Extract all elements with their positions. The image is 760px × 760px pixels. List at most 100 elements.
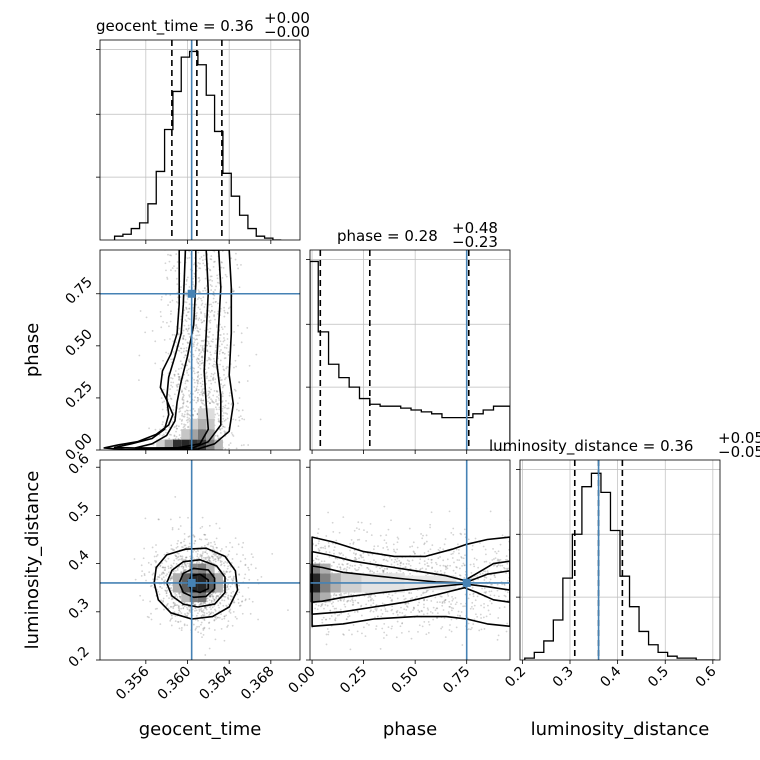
contour-luminosity-distance-vs-geocent-time-sample xyxy=(192,602,194,604)
contour-phase-vs-geocent-time-sample xyxy=(210,353,212,356)
contour-phase-vs-geocent-time-sample xyxy=(203,287,206,290)
contour-luminosity-distance-vs-phase-sample xyxy=(423,560,426,563)
contour-phase-vs-geocent-time-sample xyxy=(210,372,213,375)
contour-luminosity-distance-vs-phase-sample xyxy=(348,615,351,617)
contour-luminosity-distance-vs-phase-sample xyxy=(532,595,534,597)
contour-luminosity-distance-vs-phase-sample xyxy=(476,595,479,598)
contour-phase-vs-geocent-time-sample xyxy=(218,414,220,417)
contour-phase-vs-geocent-time-sample xyxy=(195,389,198,391)
contour-phase-vs-geocent-time-sample xyxy=(222,340,225,343)
contour-luminosity-distance-vs-geocent-time-sample xyxy=(228,571,231,573)
contour-luminosity-distance-vs-geocent-time-sample xyxy=(228,610,231,613)
contour-phase-vs-geocent-time-sample xyxy=(222,417,225,420)
contour-phase-vs-geocent-time-sample xyxy=(182,336,185,339)
contour-luminosity-distance-vs-geocent-time-sample xyxy=(220,613,222,616)
contour-phase-vs-geocent-time-sample xyxy=(216,274,219,277)
contour-luminosity-distance-vs-geocent-time-sample xyxy=(170,577,172,580)
contour-luminosity-distance-vs-phase-sample xyxy=(516,558,518,560)
contour-luminosity-distance-vs-phase-sample xyxy=(422,534,424,537)
contour-luminosity-distance-vs-phase-sample xyxy=(333,593,336,595)
contour-luminosity-distance-vs-phase-sample xyxy=(721,582,723,584)
contour-phase-vs-geocent-time-sample xyxy=(199,406,202,409)
contour-phase-vs-geocent-time-sample xyxy=(188,361,191,363)
contour-phase-vs-geocent-time-sample xyxy=(209,379,212,382)
contour-phase-vs-geocent-time-sample xyxy=(181,396,184,399)
contour-luminosity-distance-vs-geocent-time-sample xyxy=(188,609,191,611)
contour-luminosity-distance-vs-phase-sample xyxy=(525,570,527,572)
contour-phase-vs-geocent-time-sample xyxy=(223,369,226,372)
contour-luminosity-distance-vs-phase-sample xyxy=(330,602,333,605)
contour-phase-vs-geocent-time-sample xyxy=(187,311,190,313)
contour-luminosity-distance-vs-phase-sample xyxy=(421,610,423,613)
contour-luminosity-distance-vs-geocent-time-sample xyxy=(160,599,163,602)
contour-luminosity-distance-vs-geocent-time-sample xyxy=(164,566,166,569)
contour-phase-vs-geocent-time-sample xyxy=(173,373,176,376)
contour-luminosity-distance-vs-phase-sample xyxy=(314,544,317,547)
contour-luminosity-distance-vs-geocent-time-sample xyxy=(185,566,188,568)
contour-luminosity-distance-vs-phase-sample xyxy=(423,599,426,601)
contour-luminosity-distance-vs-geocent-time-sample xyxy=(202,633,205,636)
contour-phase-vs-geocent-time-sample xyxy=(195,317,198,320)
contour-phase-vs-geocent-time-sample xyxy=(188,250,191,253)
contour-luminosity-distance-vs-phase-sample xyxy=(426,612,429,615)
contour-luminosity-distance-vs-phase-contour-1 xyxy=(311,550,510,616)
contour-phase-vs-geocent-time-sample xyxy=(235,408,238,411)
contour-luminosity-distance-vs-phase-sample xyxy=(332,594,335,597)
contour-phase-vs-geocent-time-sample xyxy=(212,401,215,403)
contour-luminosity-distance-vs-phase-sample xyxy=(405,562,408,565)
contour-phase-vs-geocent-time-sample xyxy=(219,428,221,430)
contour-phase-vs-geocent-time-sample xyxy=(186,341,189,344)
contour-luminosity-distance-vs-geocent-time-sample xyxy=(208,599,211,602)
contour-luminosity-distance-vs-geocent-time-sample xyxy=(226,579,229,581)
contour-luminosity-distance-vs-geocent-time-sample xyxy=(181,557,184,560)
contour-phase-vs-geocent-time-sample xyxy=(219,432,222,434)
contour-luminosity-distance-vs-geocent-time-sample xyxy=(223,615,226,618)
contour-luminosity-distance-vs-phase-sample xyxy=(320,603,323,606)
contour-luminosity-distance-vs-phase-sample xyxy=(396,613,399,616)
contour-luminosity-distance-vs-geocent-time-sample xyxy=(223,599,226,602)
contour-phase-vs-geocent-time-sample xyxy=(223,325,226,328)
contour-phase-vs-geocent-time-sample xyxy=(189,409,192,412)
contour-luminosity-distance-vs-phase-sample xyxy=(345,592,347,594)
contour-luminosity-distance-vs-geocent-time-sample xyxy=(182,607,185,610)
contour-luminosity-distance-vs-phase-sample xyxy=(483,570,485,573)
contour-luminosity-distance-vs-geocent-time-density-cell xyxy=(197,563,207,574)
contour-phase-vs-geocent-time-sample xyxy=(238,416,241,419)
contour-phase-vs-geocent-time-ytick-label: 0.25 xyxy=(62,378,95,411)
contour-luminosity-distance-vs-phase-sample xyxy=(478,629,481,632)
contour-luminosity-distance-vs-geocent-time-sample xyxy=(202,602,204,605)
contour-phase-vs-geocent-time-sample xyxy=(199,297,202,300)
contour-phase-vs-geocent-time-sample xyxy=(197,366,200,369)
contour-luminosity-distance-vs-geocent-time-sample xyxy=(189,609,192,611)
contour-luminosity-distance-vs-phase-sample xyxy=(371,553,374,556)
contour-phase-vs-geocent-time-sample xyxy=(198,349,200,352)
contour-phase-vs-geocent-time-sample xyxy=(200,299,203,302)
contour-luminosity-distance-vs-phase-sample xyxy=(376,608,378,610)
contour-phase-vs-geocent-time-sample xyxy=(237,267,240,270)
contour-luminosity-distance-vs-geocent-time-sample xyxy=(201,636,203,639)
contour-phase-vs-geocent-time-sample xyxy=(184,354,187,356)
contour-luminosity-distance-vs-phase-sample xyxy=(435,563,438,566)
contour-luminosity-distance-vs-phase-sample xyxy=(324,603,327,606)
contour-phase-vs-geocent-time-sample xyxy=(200,373,203,376)
contour-luminosity-distance-vs-geocent-time-sample xyxy=(174,602,176,605)
contour-phase-vs-geocent-time-sample xyxy=(200,399,202,402)
contour-luminosity-distance-vs-geocent-time-sample xyxy=(214,609,217,612)
contour-luminosity-distance-vs-geocent-time-sample xyxy=(182,566,185,569)
contour-luminosity-distance-vs-phase-sample xyxy=(457,548,460,551)
contour-phase-vs-geocent-time-sample xyxy=(170,398,173,401)
contour-luminosity-distance-vs-phase-sample xyxy=(333,561,335,564)
contour-phase-vs-geocent-time-sample xyxy=(224,404,227,407)
contour-luminosity-distance-vs-geocent-time-sample xyxy=(173,605,175,608)
contour-luminosity-distance-vs-phase-sample xyxy=(420,533,422,535)
contour-phase-vs-geocent-time-sample xyxy=(167,352,170,355)
contour-phase-vs-geocent-time-sample xyxy=(183,415,186,418)
contour-phase-vs-geocent-time-sample xyxy=(237,131,239,133)
contour-luminosity-distance-vs-geocent-time-sample xyxy=(203,619,206,622)
contour-luminosity-distance-vs-phase-sample xyxy=(505,555,508,557)
contour-luminosity-distance-vs-geocent-time-sample xyxy=(183,563,186,566)
contour-luminosity-distance-vs-phase-sample xyxy=(443,616,446,619)
contour-luminosity-distance-vs-geocent-time-sample xyxy=(150,618,153,621)
contour-phase-vs-geocent-time-sample xyxy=(213,365,215,368)
contour-luminosity-distance-vs-phase-sample xyxy=(347,594,350,597)
